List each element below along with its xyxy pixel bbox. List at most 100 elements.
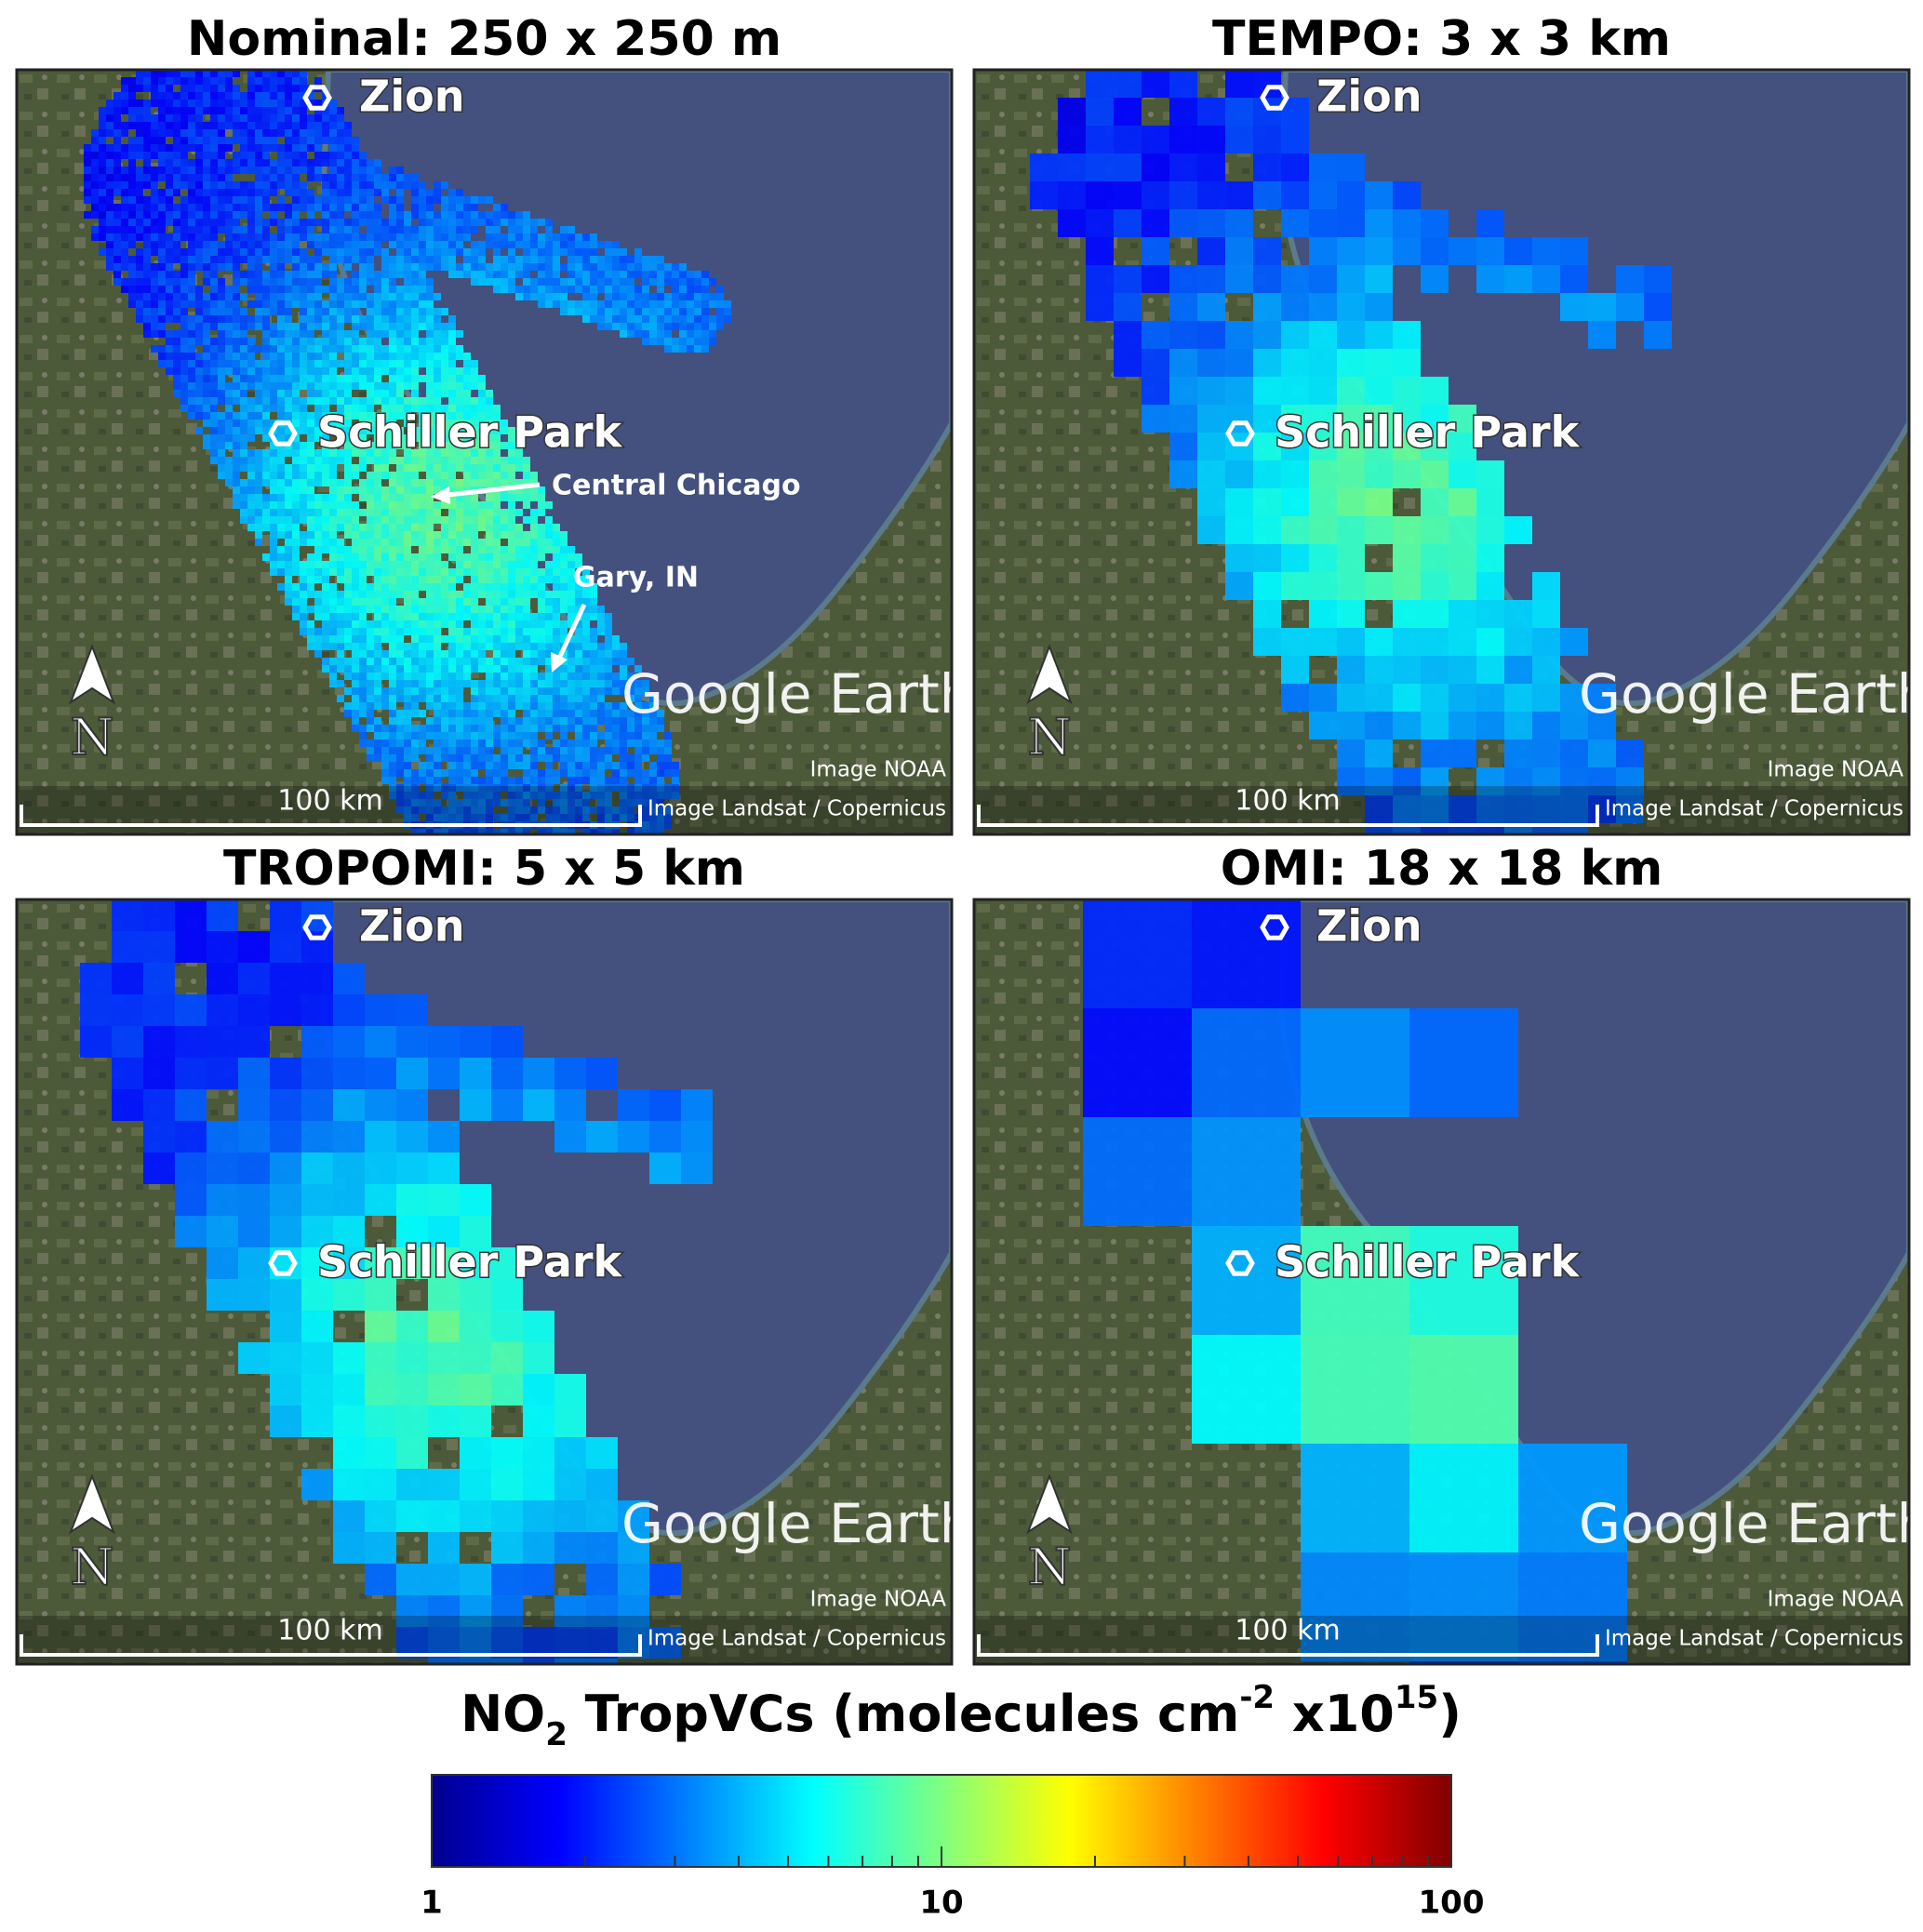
plume-cell [493, 494, 501, 501]
plume-cell [121, 100, 128, 107]
plume-cell [329, 278, 337, 286]
plume-cell [285, 189, 292, 196]
plume-cell [329, 286, 337, 293]
plume-cell [99, 144, 106, 152]
plume-cell [396, 1469, 428, 1500]
plume-cell [448, 591, 456, 598]
plume-cell [545, 702, 553, 710]
plume-cell [143, 174, 151, 181]
plume-cell [590, 256, 597, 263]
plume-cell [158, 241, 166, 248]
plume-cell [1644, 293, 1672, 321]
plume-cell [195, 323, 203, 330]
plume-cell [530, 472, 538, 479]
plume-cell [627, 315, 634, 323]
plume-cell [411, 345, 419, 353]
plume-cell [582, 293, 590, 300]
plume-cell [329, 256, 337, 263]
plume-cell [486, 725, 493, 732]
plume-cell [523, 472, 530, 479]
plume-cell [240, 137, 247, 144]
plume-cell [307, 144, 314, 152]
plume-cell [337, 546, 344, 553]
plume-cell [642, 747, 649, 754]
plume-cell [292, 494, 300, 501]
plume-cell [448, 360, 456, 367]
plume-cell [553, 695, 560, 702]
plume-cell [463, 390, 471, 397]
plume-cell [374, 189, 381, 196]
plume-cell [545, 673, 553, 680]
plume-cell [136, 271, 143, 278]
plume-cell [143, 129, 151, 137]
plume-cell [582, 665, 590, 673]
plume-cell [396, 1089, 428, 1121]
plume-cell [270, 323, 277, 330]
plume-cell [396, 233, 404, 241]
plume-cell [553, 673, 560, 680]
plume-cell [1504, 656, 1532, 684]
plume-cell [121, 263, 128, 271]
plume-cell [195, 144, 203, 152]
plume-cell [218, 323, 225, 330]
plume-cell [195, 152, 203, 159]
plume-cell [300, 598, 307, 606]
plume-cell [530, 524, 538, 531]
plume-cell [322, 360, 329, 367]
plume-cell [255, 114, 262, 122]
plume-cell [664, 739, 672, 747]
plume-cell [1142, 349, 1169, 377]
plume-cell [374, 539, 381, 546]
plume-cell [247, 204, 255, 211]
plume-cell [1281, 321, 1309, 349]
plume-cell [426, 762, 434, 769]
plume-cell [426, 472, 434, 479]
plume-cell [158, 77, 166, 85]
plume-cell [300, 501, 307, 509]
plume-cell [225, 382, 233, 390]
plume-cell [553, 278, 560, 286]
plume-cell [545, 516, 553, 524]
plume-cell [523, 568, 530, 576]
plume-cell [419, 494, 426, 501]
plume-cell [627, 739, 634, 747]
plume-cell [255, 464, 262, 472]
plume-cell [292, 606, 300, 613]
plume-cell [456, 591, 463, 598]
plume-cell [203, 263, 210, 271]
plume-cell [523, 717, 530, 725]
plume-cell [560, 241, 568, 248]
plume-cell [91, 181, 99, 189]
plume-cell [553, 643, 560, 650]
plume-cell [456, 524, 463, 531]
plume-cell [493, 680, 501, 687]
plume-cell [247, 189, 255, 196]
plume-cell [411, 777, 419, 784]
plume-cell [270, 159, 277, 167]
plume-cell [1504, 739, 1532, 767]
plume-cell [255, 397, 262, 405]
plume-cell [314, 338, 322, 345]
plume-cell [337, 226, 344, 233]
plume-cell [523, 628, 530, 635]
plume-cell [486, 747, 493, 754]
plume-cell [530, 762, 538, 769]
plume-cell [240, 114, 247, 122]
plume-cell [478, 457, 486, 464]
plume-cell [538, 300, 545, 308]
plume-cell [389, 375, 396, 382]
plume-cell [434, 539, 441, 546]
plume-cell [404, 174, 411, 181]
plume-cell [545, 762, 553, 769]
plume-cell [597, 650, 605, 658]
plume-cell [203, 189, 210, 196]
plume-cell [411, 628, 419, 635]
plume-cell [471, 397, 478, 405]
plume-cell [307, 539, 314, 546]
plume-cell [642, 315, 649, 323]
plume-cell [218, 129, 225, 137]
plume-cell [166, 233, 173, 241]
plume-cell [270, 546, 277, 553]
plume-cell [106, 107, 114, 114]
plume-cell [426, 464, 434, 472]
